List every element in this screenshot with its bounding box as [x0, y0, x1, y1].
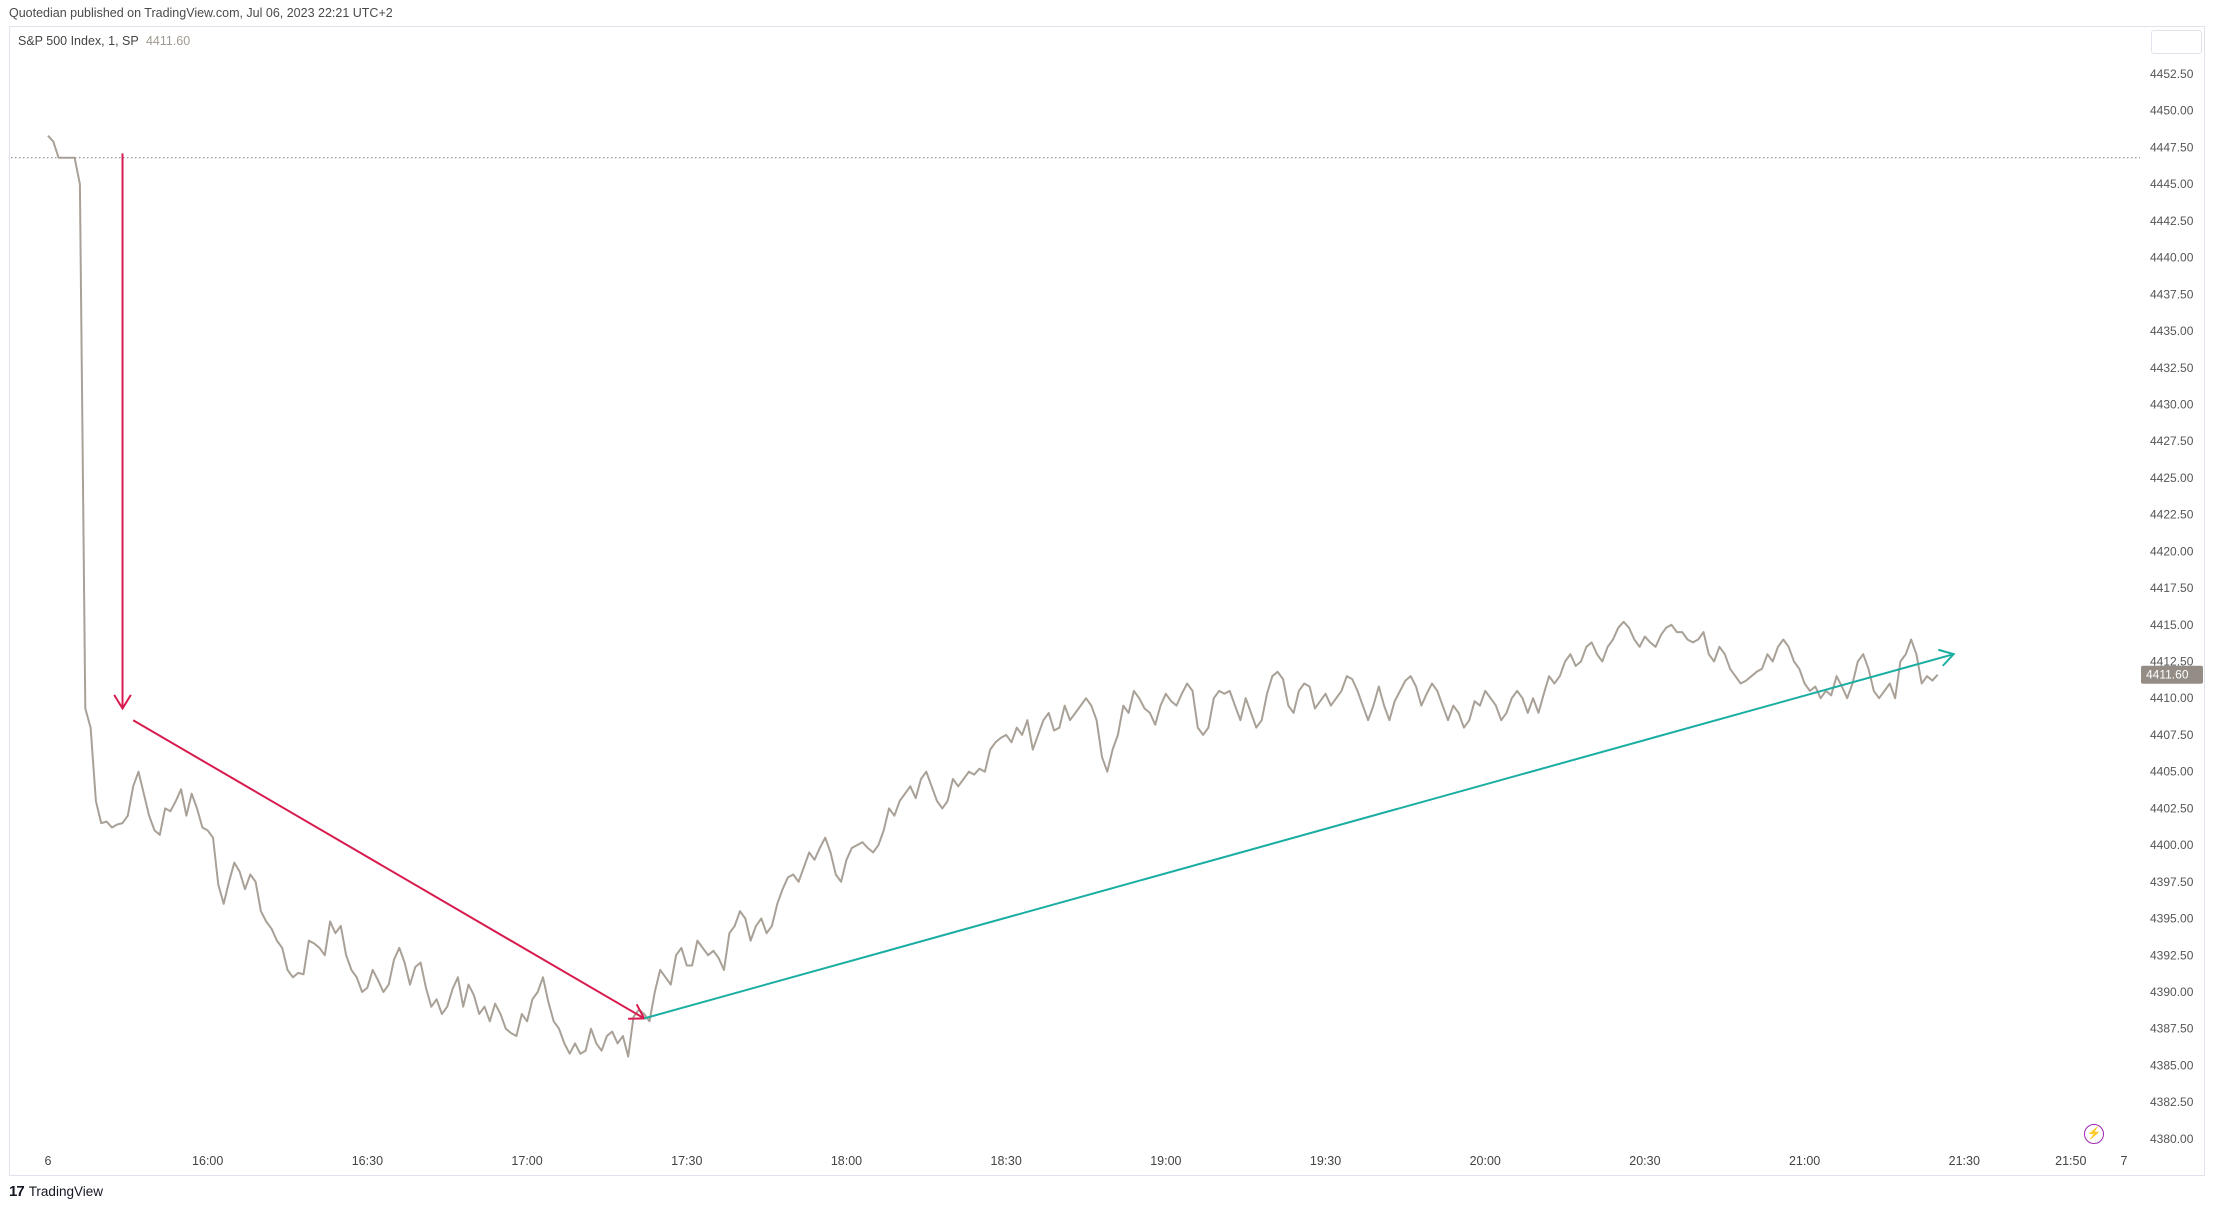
time-tick-label: 20:30: [1629, 1154, 1660, 1168]
price-tick-label: 4435.00: [2150, 324, 2194, 338]
up-arrow-diagonal: [643, 648, 1956, 1020]
time-tick-label: 18:00: [831, 1154, 862, 1168]
price-tick-label: 4440.00: [2150, 251, 2194, 265]
lightning-icon[interactable]: ⚡: [2084, 1124, 2104, 1144]
price-tick-label: 4417.50: [2150, 581, 2194, 595]
up-arrow-diagonal-head: [1938, 648, 1956, 667]
price-tick-label: 4385.00: [2150, 1058, 2194, 1072]
time-tick-label: 19:00: [1150, 1154, 1181, 1168]
down-arrow-diagonal: [132, 719, 646, 1020]
price-tick-label: 4390.00: [2150, 985, 2194, 999]
time-tick-label: 6: [45, 1154, 52, 1168]
time-tick-label: 17:30: [671, 1154, 702, 1168]
legend-last-value: 4411.60: [145, 34, 191, 48]
price-tick-label: 4397.50: [2150, 875, 2194, 889]
time-tick-label: 19:30: [1310, 1154, 1341, 1168]
time-tick-label: 21:00: [1789, 1154, 1820, 1168]
time-scale: 6 16:00 16:30 17:00 17:30 18:00 18:30 19:00 19:3…: [45, 1154, 2128, 1168]
tradingview-footer: 17 TradingView: [9, 1183, 103, 1200]
time-tick-label: 21:30: [1949, 1154, 1980, 1168]
time-tick-label: 16:00: [192, 1154, 223, 1168]
up-arrow-diagonal-shaft: [643, 653, 1954, 1020]
chart-settings-button[interactable]: [2151, 30, 2202, 54]
price-tick-label: 4452.50: [2150, 67, 2194, 81]
down-arrow-diagonal-shaft: [132, 719, 645, 1020]
price-tick-label: 4427.50: [2150, 434, 2194, 448]
price-tick-label: 4410.00: [2150, 691, 2194, 705]
last-price-tag-label: 4411.60: [2146, 668, 2189, 682]
price-tick-label: 4447.50: [2150, 140, 2194, 154]
chart-frame: [9, 26, 2205, 1176]
time-tick-label: 21:50: [2055, 1154, 2086, 1168]
price-tick-label: 4422.50: [2150, 508, 2194, 522]
price-tick-label: 4415.00: [2150, 618, 2194, 632]
drawing-annotations: [113, 153, 1956, 1020]
tradingview-logo-icon: 17: [9, 1183, 25, 1200]
last-price-tag: 4411.60: [2141, 665, 2203, 684]
last-price-tag-bg: [2141, 665, 2203, 684]
price-tick-label: 4402.50: [2150, 801, 2194, 815]
price-tick-label: 4425.00: [2150, 471, 2194, 485]
price-tick-label: 4432.50: [2150, 361, 2194, 375]
time-tick-label: 17:00: [511, 1154, 542, 1168]
symbol-label: S&P 500 Index, 1, SP: [18, 34, 139, 48]
time-tick-label: 16:30: [352, 1154, 383, 1168]
price-scale: 4452.50 4450.00 4447.50 4445.00 4442.50 4440.…: [2150, 67, 2194, 1146]
price-tick-label: 4380.00: [2150, 1132, 2194, 1146]
time-tick-label: 18:30: [991, 1154, 1022, 1168]
price-tick-label: 4445.00: [2150, 177, 2194, 191]
price-tick-label: 4382.50: [2150, 1095, 2194, 1109]
price-tick-label: 4407.50: [2150, 728, 2194, 742]
price-tick-label: 4412.50: [2150, 655, 2194, 669]
symbol-legend: S&P 500 Index, 1, SP 4411.60: [18, 34, 190, 48]
footer-brand: TradingView: [28, 1184, 103, 1199]
down-arrow-vertical-head: [113, 694, 132, 711]
price-tick-label: 4392.50: [2150, 948, 2194, 962]
price-tick-label: 4450.00: [2150, 104, 2194, 118]
price-tick-label: 4405.00: [2150, 765, 2194, 779]
price-tick-label: 4400.00: [2150, 838, 2194, 852]
price-tick-label: 4387.50: [2150, 1022, 2194, 1036]
price-tick-label: 4395.00: [2150, 912, 2194, 926]
price-tick-label: 4437.50: [2150, 287, 2194, 301]
down-arrow-vertical: [113, 153, 132, 711]
price-tick-label: 4442.50: [2150, 214, 2194, 228]
publish-info: Quotedian published on TradingView.com, …: [9, 6, 393, 20]
time-tick-label: 7: [2121, 1154, 2128, 1168]
price-tick-label: 4430.00: [2150, 397, 2194, 411]
price-series-line: [47, 135, 1939, 1058]
price-tick-label: 4420.00: [2150, 544, 2194, 558]
time-tick-label: 20:00: [1470, 1154, 1501, 1168]
